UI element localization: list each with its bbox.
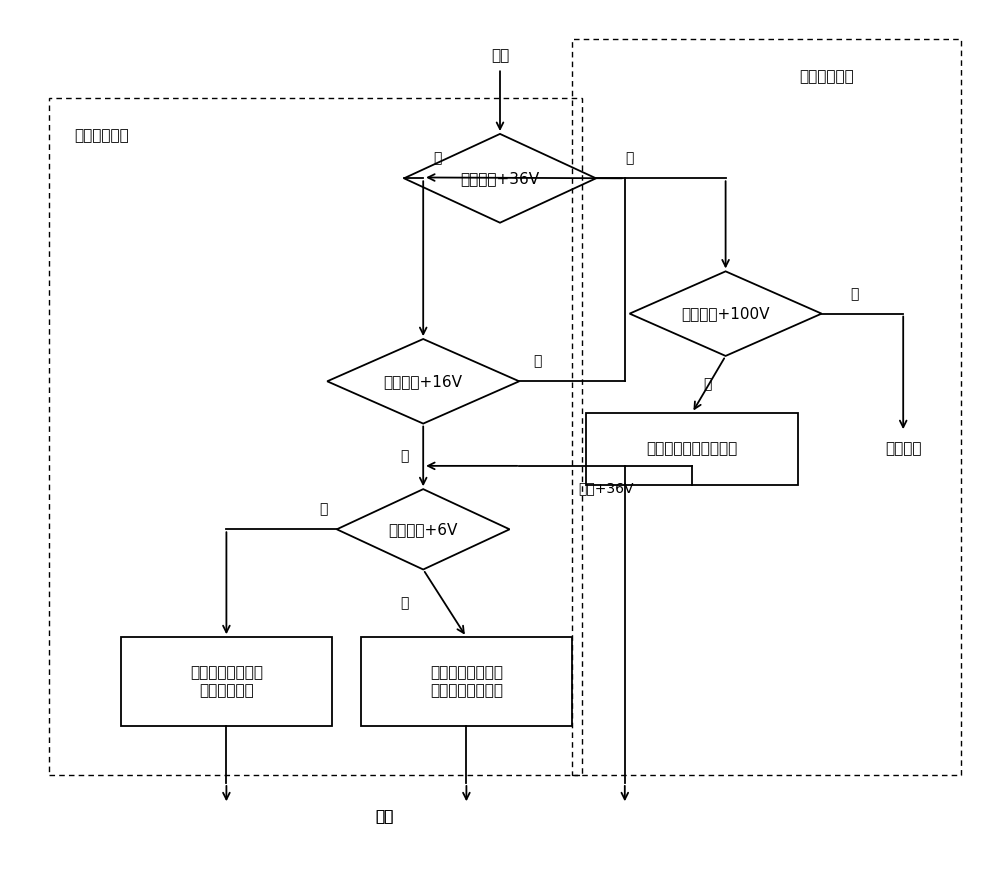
Text: 是: 是 [850, 287, 859, 301]
Text: 是否小于+16V: 是否小于+16V [384, 374, 463, 389]
Text: 否: 否 [433, 152, 441, 166]
Text: 欠压浪涌抑制模块
升压电路作用: 欠压浪涌抑制模块 升压电路作用 [190, 665, 263, 698]
Text: 输入: 输入 [491, 48, 509, 63]
Text: 小于+36V: 小于+36V [578, 481, 633, 495]
Text: 否: 否 [703, 377, 711, 391]
Text: 是: 是 [400, 449, 409, 463]
Text: 是: 是 [400, 596, 409, 611]
Text: 是否小于+6V: 是否小于+6V [389, 522, 458, 537]
Bar [361, 637, 572, 726]
Text: 是否大于+36V: 是否大于+36V [460, 171, 540, 186]
Text: 输出: 输出 [376, 810, 394, 825]
Text: 是否大于+100V: 是否大于+100V [681, 306, 770, 322]
Text: 欠压浪涌抑制: 欠压浪涌抑制 [74, 129, 129, 144]
Text: 过压浪涌抑制模块作用: 过压浪涌抑制模块作用 [646, 441, 738, 456]
Bar [572, 39, 961, 774]
Bar [586, 413, 798, 485]
Text: 否: 否 [534, 355, 542, 368]
Bar [49, 98, 582, 774]
Text: 切断输出: 切断输出 [885, 441, 921, 456]
Text: 过压浪涌抑制: 过压浪涌抑制 [799, 70, 854, 85]
Text: 输出: 输出 [376, 810, 394, 825]
Bar [121, 637, 332, 726]
Text: 是: 是 [625, 152, 633, 166]
Text: 欠压浪涌抑制模块
断电维持电路作用: 欠压浪涌抑制模块 断电维持电路作用 [430, 665, 503, 698]
Text: 否: 否 [319, 503, 327, 516]
